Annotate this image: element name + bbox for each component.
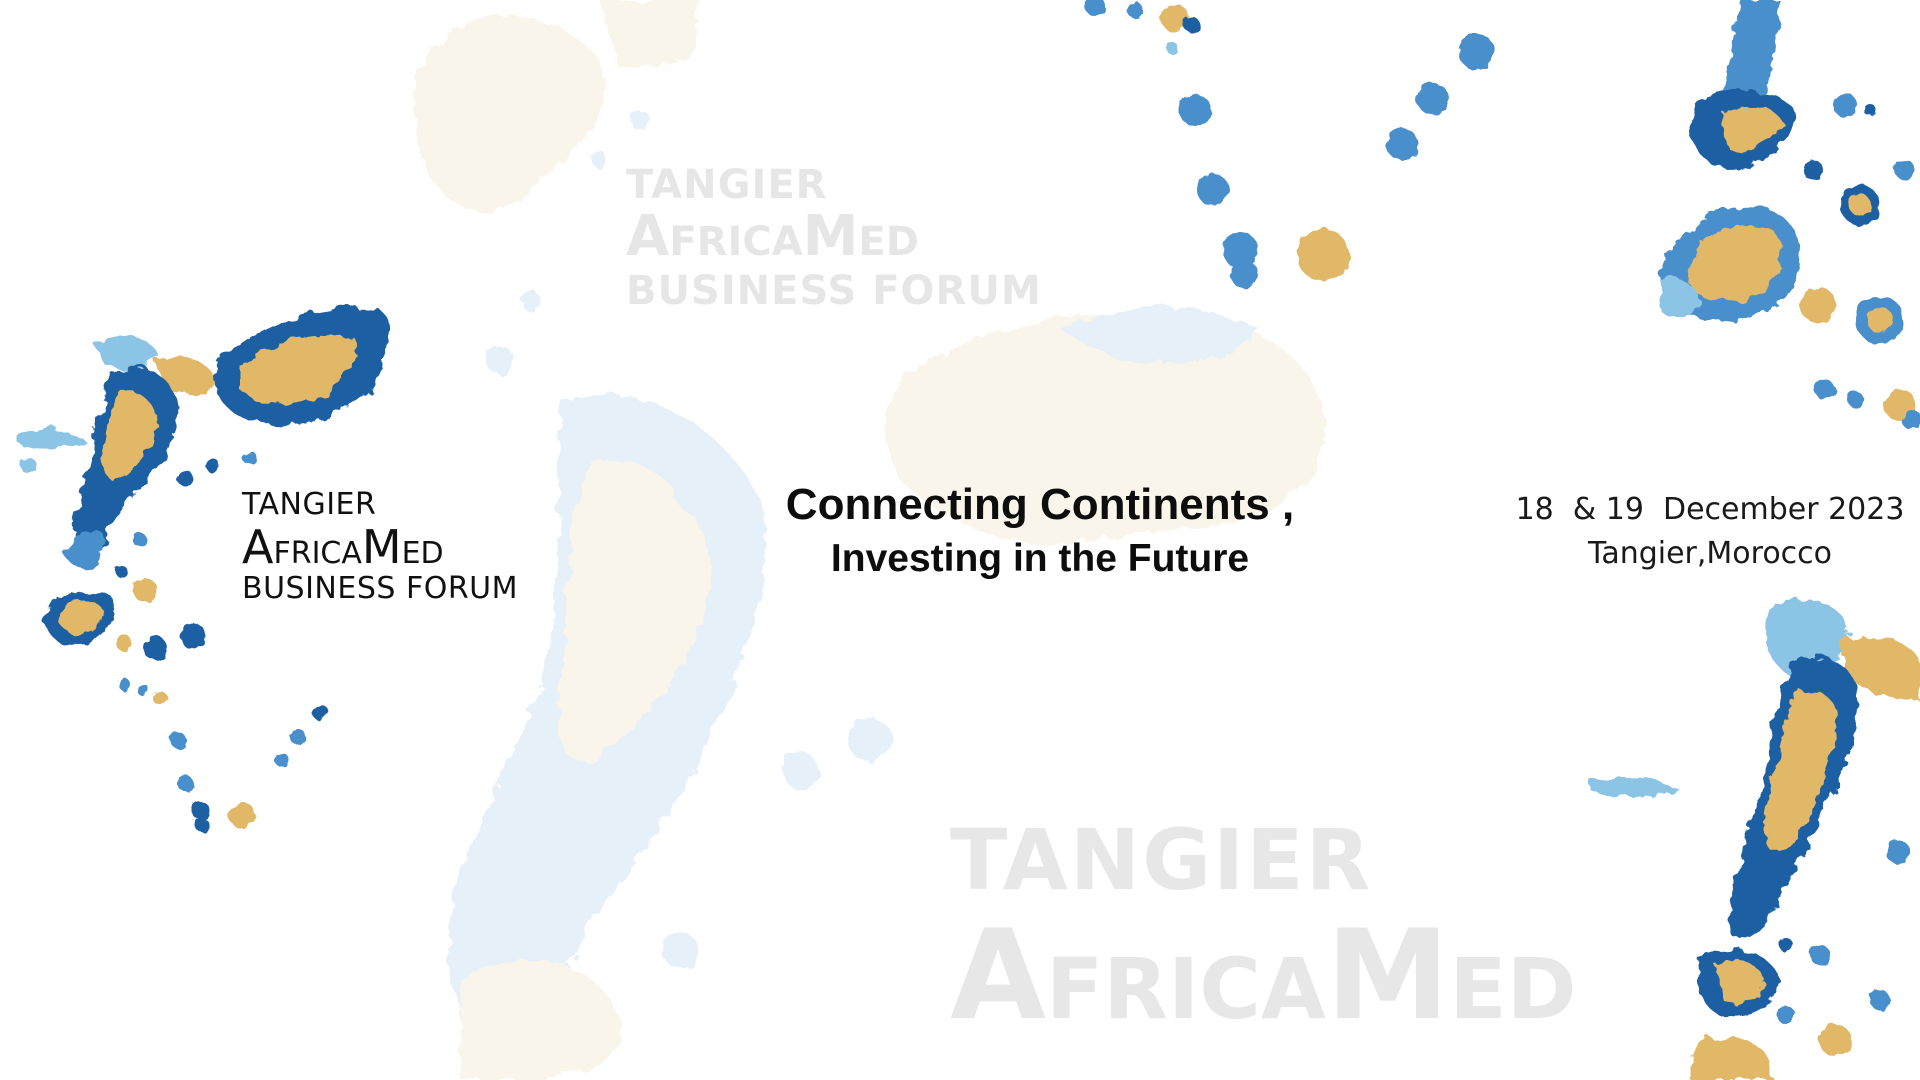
watermark-bottom-line1: TANGIER	[950, 811, 1373, 909]
watermark-bottom-small2: ED	[1449, 940, 1577, 1038]
watermark-logo-top: TANGIER AFRICAMED BUSINESS FORUM	[626, 165, 1042, 311]
event-location: Tangier,Morocco	[1587, 536, 1833, 571]
tagline-line2: Investing in the Future	[830, 537, 1250, 580]
tagline: Connecting Continents , Investing in the…	[720, 478, 1360, 586]
watermark-top-line2: AFRICAMED	[626, 209, 1042, 265]
logo-dots	[20, 363, 328, 832]
watermark-bottom-line2: AFRICAMED	[950, 914, 1576, 1038]
watermark-top-cap1: A	[626, 204, 670, 269]
event-info: 18 & 19 December 2023 Tangier,Morocco	[1500, 488, 1920, 576]
logo-small2: ED	[401, 536, 444, 571]
logo-map-art	[20, 307, 389, 646]
logo-line3: BUSINESS FORUM	[242, 571, 519, 606]
tagline-line1: Connecting Continents ,	[785, 480, 1295, 529]
bottom-right-map-art	[1590, 599, 1920, 1080]
forum-logo-wordmark: TANGIER AFRICAMED BUSINESS FORUM	[242, 490, 518, 604]
watermark-top-small1: FRICA	[669, 219, 803, 265]
top-right-dots	[1800, 93, 1920, 430]
logo-small1: FRICA	[273, 536, 362, 571]
watermark-bottom-small1: FRICA	[1045, 940, 1326, 1038]
logo-line1: TANGIER	[242, 487, 377, 522]
watermark-top-small2: ED	[858, 219, 919, 265]
bottom-right-dots	[1777, 654, 1910, 1056]
watermark-logo-bottom: TANGIER AFRICAMED	[950, 818, 1576, 1038]
logo-line2: AFRICAMED	[242, 524, 518, 570]
watermark-top-cap2: M	[802, 204, 859, 269]
top-center-dots	[1085, 0, 1495, 289]
event-dates: 18 & 19 December 2023	[1515, 492, 1905, 527]
watermark-top-line1: TANGIER	[626, 162, 828, 208]
watermark-top-line3: BUSINESS FORUM	[626, 268, 1042, 314]
watermark-bottom-cap1: A	[950, 904, 1046, 1048]
logo-cap2: M	[361, 520, 402, 574]
background-faded-map	[414, 0, 1326, 1080]
top-right-map-art	[1660, 0, 1801, 322]
watermark-bottom-cap2: M	[1325, 904, 1450, 1048]
logo-cap1: A	[242, 520, 274, 574]
